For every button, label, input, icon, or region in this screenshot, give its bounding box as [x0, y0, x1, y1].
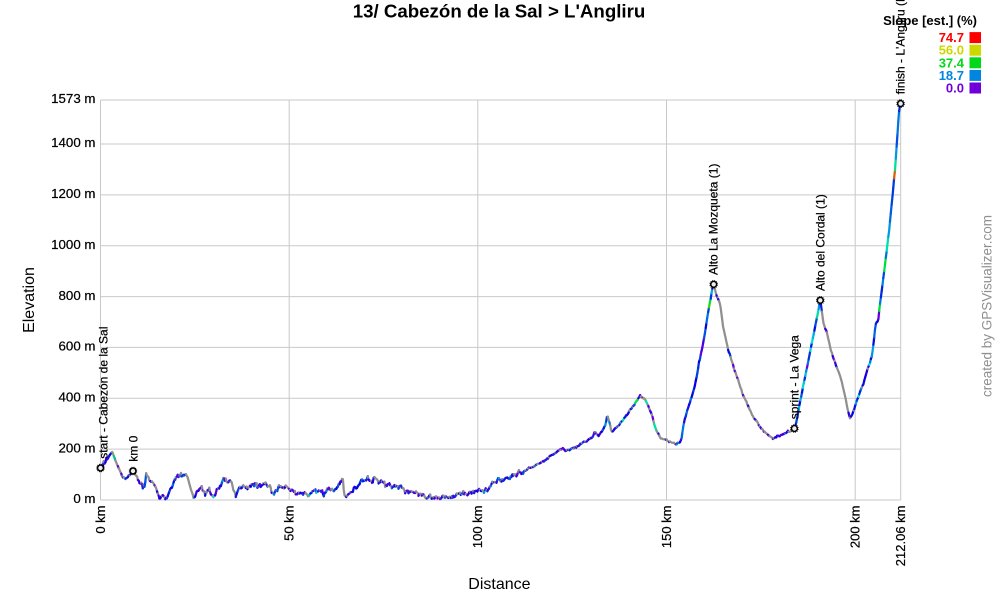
svg-text:finish - L'Angliru (Ermita): finish - L'Angliru (Ermita)	[893, 0, 907, 94]
svg-text:1000 m: 1000 m	[51, 237, 95, 252]
svg-text:1200 m: 1200 m	[51, 186, 95, 201]
svg-text:150 km: 150 km	[659, 506, 674, 549]
svg-text:Alto La Mozqueta (1): Alto La Mozqueta (1)	[707, 164, 721, 275]
svg-text:50 km: 50 km	[282, 506, 297, 541]
svg-text:0 km: 0 km	[93, 506, 108, 534]
svg-text:212.06 km: 212.06 km	[893, 506, 908, 567]
svg-text:13/ Cabezón de la Sal > L'Angl: 13/ Cabezón de la Sal > L'Angliru	[353, 0, 646, 21]
svg-text:0 m: 0 m	[73, 491, 95, 506]
svg-text:18.7: 18.7	[939, 68, 964, 83]
svg-text:Elevation: Elevation	[21, 267, 38, 333]
svg-text:200 m: 200 m	[59, 440, 96, 455]
svg-text:1573 m: 1573 m	[51, 91, 95, 106]
svg-text:56.0: 56.0	[939, 43, 964, 58]
svg-text:1400 m: 1400 m	[51, 135, 95, 150]
svg-text:km 0: km 0	[127, 435, 141, 461]
svg-text:Distance: Distance	[468, 576, 530, 593]
svg-text:created by GPSVisualizer.com: created by GPSVisualizer.com	[980, 215, 995, 397]
svg-text:200 km: 200 km	[848, 506, 863, 549]
svg-text:37.4: 37.4	[939, 55, 965, 70]
svg-text:sprint - La Vega: sprint - La Vega	[787, 335, 801, 419]
svg-text:Slope [est.] (%): Slope [est.] (%)	[883, 13, 977, 28]
svg-text:Alto del Cordal (1): Alto del Cordal (1)	[813, 194, 827, 291]
svg-text:800 m: 800 m	[59, 288, 96, 303]
svg-text:100 km: 100 km	[470, 505, 485, 548]
svg-text:74.7: 74.7	[939, 30, 964, 45]
svg-text:start - Cabezón de la Sal: start - Cabezón de la Sal	[97, 327, 111, 459]
svg-text:600 m: 600 m	[59, 339, 96, 354]
svg-text:0.0: 0.0	[946, 81, 964, 96]
svg-text:400 m: 400 m	[59, 390, 96, 405]
